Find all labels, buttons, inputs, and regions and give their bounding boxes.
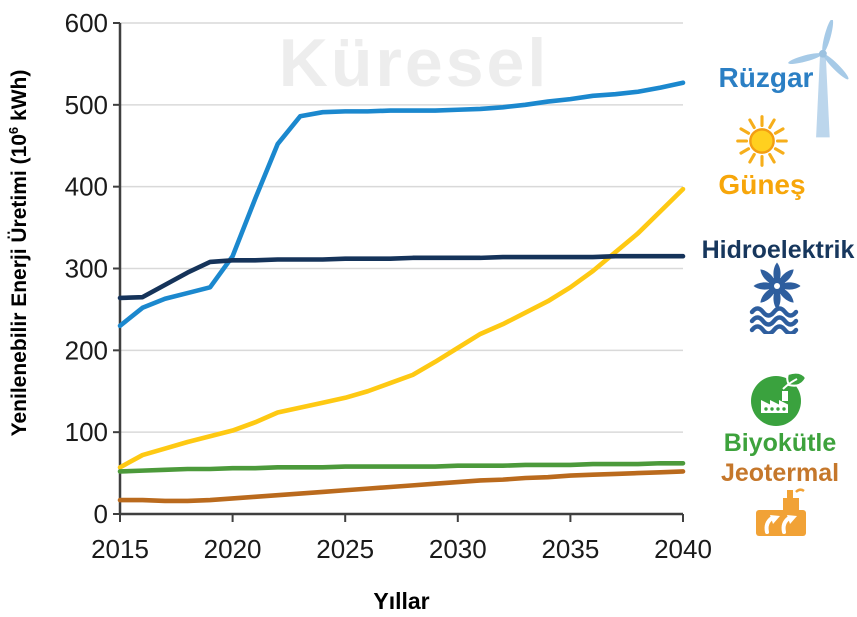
y-tick-label: 0 <box>94 499 108 529</box>
legend-label-jeotermal: Jeotermal <box>720 459 840 487</box>
x-tick-labels: 2015 2020 2025 2030 2035 2040 <box>91 534 712 564</box>
x-tick-label: 2030 <box>429 534 487 564</box>
factory-windows <box>764 407 786 411</box>
gridlines <box>120 22 683 433</box>
series-lines <box>117 80 686 504</box>
turbine-hub <box>819 49 827 58</box>
legend-label-ruzgar: Rüzgar <box>718 62 814 93</box>
y-tick-label: 200 <box>65 335 108 365</box>
geothermal-plant-icon <box>756 488 806 536</box>
y-tick-label: 500 <box>65 90 108 120</box>
leaf-stem <box>782 378 798 390</box>
hydro-turbine-icon <box>749 262 801 334</box>
legend-label-biyokutle: Biyokütle <box>723 429 837 457</box>
wind-turbine-icon <box>788 20 849 138</box>
geo-chimney <box>787 490 793 500</box>
x-axis-title: Yıllar <box>373 588 430 614</box>
geo-steam <box>795 488 805 493</box>
series-line-jeotermal <box>117 469 686 504</box>
x-tick-label: 2015 <box>91 534 149 564</box>
biomass-circle <box>751 376 801 426</box>
series-line-gunes <box>117 186 686 470</box>
turbine-blades <box>788 20 849 80</box>
geo-building <box>783 498 799 512</box>
x-tick-label: 2025 <box>316 534 374 564</box>
x-tick-label: 2035 <box>541 534 599 564</box>
sun-icon <box>736 115 788 167</box>
y-tick-labels: 0 100 200 300 400 500 600 <box>65 8 108 529</box>
heat-arrows <box>764 515 797 534</box>
factory-building <box>761 400 788 413</box>
axes <box>113 22 684 522</box>
turbine-wheel <box>753 262 801 310</box>
legend-label-hidroelektrik: Hidroelektrik <box>701 236 855 264</box>
y-tick-label: 100 <box>65 417 108 447</box>
biomass-plant-icon <box>751 371 808 426</box>
geo-ground <box>756 510 806 536</box>
water-waves <box>749 306 799 334</box>
series-line-biyokutle <box>117 460 686 474</box>
y-tick-label: 300 <box>65 254 108 284</box>
turbine-mast <box>816 55 830 138</box>
x-tick-label: 2040 <box>654 534 712 564</box>
y-tick-label: 600 <box>65 8 108 38</box>
factory-chimney <box>782 391 788 401</box>
y-tick-label: 400 <box>65 172 108 202</box>
watermark: Küresel <box>279 25 549 101</box>
series-line-ruzgar <box>117 80 686 329</box>
series-line-hidroelektrik <box>117 253 686 301</box>
legend-label-gunes: Güneş <box>718 169 806 200</box>
x-tick-label: 2020 <box>204 534 262 564</box>
sun-rays <box>736 115 788 167</box>
turbine-axle <box>774 283 780 289</box>
sun-disc <box>749 128 775 154</box>
